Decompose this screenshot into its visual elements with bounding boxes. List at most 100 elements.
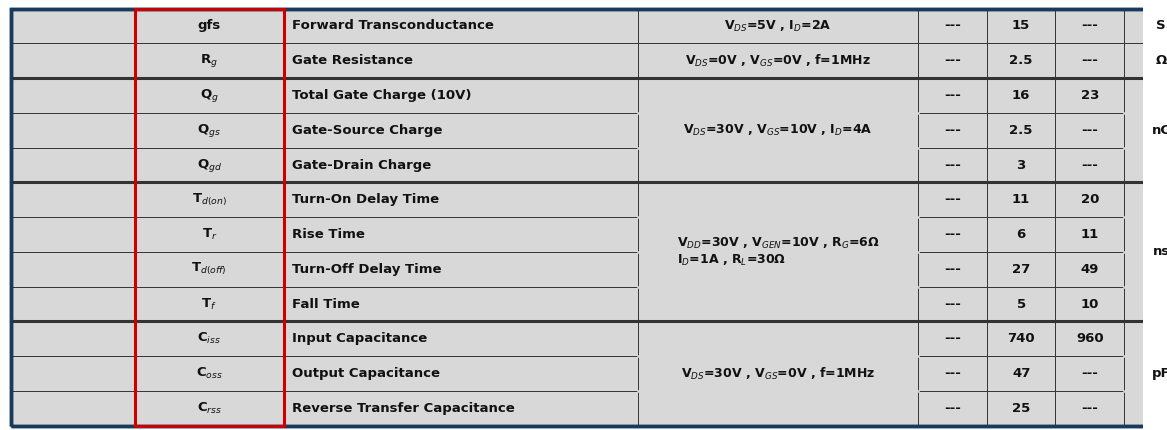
Text: T$_{r}$: T$_{r}$ [202, 227, 217, 242]
Bar [135, 9, 284, 43]
Bar [638, 9, 918, 43]
Bar [135, 78, 284, 113]
Text: ---: --- [944, 89, 960, 102]
Text: V$_{DS}$=0V , V$_{GS}$=0V , f=1MHz: V$_{DS}$=0V , V$_{GS}$=0V , f=1MHz [685, 53, 871, 69]
Bar [638, 321, 918, 356]
Bar [12, 356, 135, 391]
Bar [987, 113, 1055, 147]
Bar [12, 217, 135, 252]
Text: 27: 27 [1012, 263, 1030, 276]
Bar [284, 9, 638, 43]
Bar [135, 43, 284, 78]
Text: R$_{g}$: R$_{g}$ [201, 52, 218, 69]
Text: Reverse Transfer Capacitance: Reverse Transfer Capacitance [292, 402, 515, 415]
Bar [638, 356, 918, 391]
Text: ---: --- [944, 19, 960, 33]
Bar [1055, 217, 1124, 252]
Bar [1124, 182, 1167, 217]
Bar [918, 287, 987, 321]
Bar [135, 391, 284, 426]
Text: 5: 5 [1016, 298, 1026, 310]
Text: ---: --- [944, 193, 960, 206]
Text: ---: --- [1082, 402, 1098, 415]
Text: Total Gate Charge (10V): Total Gate Charge (10V) [292, 89, 471, 102]
Text: ---: --- [944, 159, 960, 172]
Text: ---: --- [944, 54, 960, 67]
Text: 11: 11 [1012, 193, 1030, 206]
Bar [284, 78, 638, 113]
Bar [918, 252, 987, 287]
Text: gfs: gfs [197, 19, 221, 33]
Bar [12, 113, 135, 147]
Bar [987, 287, 1055, 321]
Text: ---: --- [944, 124, 960, 137]
Text: Q$_{gd}$: Q$_{gd}$ [197, 157, 222, 174]
Text: Q$_{gs}$: Q$_{gs}$ [197, 122, 222, 139]
Text: 15: 15 [1012, 19, 1030, 33]
Bar [12, 147, 135, 182]
Bar [918, 391, 987, 426]
Bar [135, 321, 284, 356]
Bar [12, 9, 135, 43]
Bar [638, 182, 918, 217]
Text: 6: 6 [1016, 228, 1026, 241]
Bar [987, 43, 1055, 78]
Text: T$_{d(off)}$: T$_{d(off)}$ [191, 261, 228, 277]
Text: ---: --- [1082, 159, 1098, 172]
Text: S: S [1156, 19, 1166, 33]
Bar [1124, 217, 1167, 252]
Text: 2.5: 2.5 [1009, 124, 1033, 137]
Text: nC: nC [1152, 124, 1167, 137]
Bar [987, 217, 1055, 252]
Bar [12, 182, 135, 217]
Text: V$_{DS}$=5V , I$_{D}$=2A: V$_{DS}$=5V , I$_{D}$=2A [725, 18, 832, 34]
Text: T$_{f}$: T$_{f}$ [202, 297, 217, 312]
Text: ---: --- [1082, 54, 1098, 67]
Bar [284, 391, 638, 426]
Bar [638, 217, 918, 252]
Bar [918, 182, 987, 217]
Bar [12, 391, 135, 426]
Text: 11: 11 [1081, 228, 1099, 241]
Bar [12, 78, 135, 113]
Text: Q$_{g}$: Q$_{g}$ [200, 87, 218, 104]
Text: Ω: Ω [1155, 54, 1167, 67]
Bar [1055, 147, 1124, 182]
Text: Output Capacitance: Output Capacitance [292, 367, 440, 380]
Bar [284, 217, 638, 252]
Bar [135, 217, 284, 252]
Bar [1124, 9, 1167, 43]
Bar [1124, 391, 1167, 426]
Bar [135, 287, 284, 321]
Text: ---: --- [1082, 367, 1098, 380]
Text: ns: ns [1153, 246, 1167, 258]
Text: pF: pF [1152, 367, 1167, 380]
Bar [12, 43, 135, 78]
Text: 25: 25 [1012, 402, 1030, 415]
Bar [638, 78, 918, 113]
Text: ---: --- [1082, 124, 1098, 137]
Bar [638, 287, 918, 321]
Bar [638, 113, 918, 147]
Bar [987, 9, 1055, 43]
Bar [1055, 287, 1124, 321]
Bar [1124, 287, 1167, 321]
Bar [987, 321, 1055, 356]
Bar [284, 113, 638, 147]
Text: C$_{oss}$: C$_{oss}$ [196, 366, 223, 381]
Text: Gate-Drain Charge: Gate-Drain Charge [292, 159, 431, 172]
Bar [987, 252, 1055, 287]
Text: 23: 23 [1081, 89, 1099, 102]
Bar [284, 252, 638, 287]
Text: 10: 10 [1081, 298, 1099, 310]
Text: 3: 3 [1016, 159, 1026, 172]
Bar [1055, 9, 1124, 43]
Text: 47: 47 [1012, 367, 1030, 380]
Bar [135, 113, 284, 147]
Bar [284, 43, 638, 78]
Text: 20: 20 [1081, 193, 1099, 206]
Text: ---: --- [944, 298, 960, 310]
Text: 49: 49 [1081, 263, 1099, 276]
Bar [987, 182, 1055, 217]
Text: Gate-Source Charge: Gate-Source Charge [292, 124, 442, 137]
